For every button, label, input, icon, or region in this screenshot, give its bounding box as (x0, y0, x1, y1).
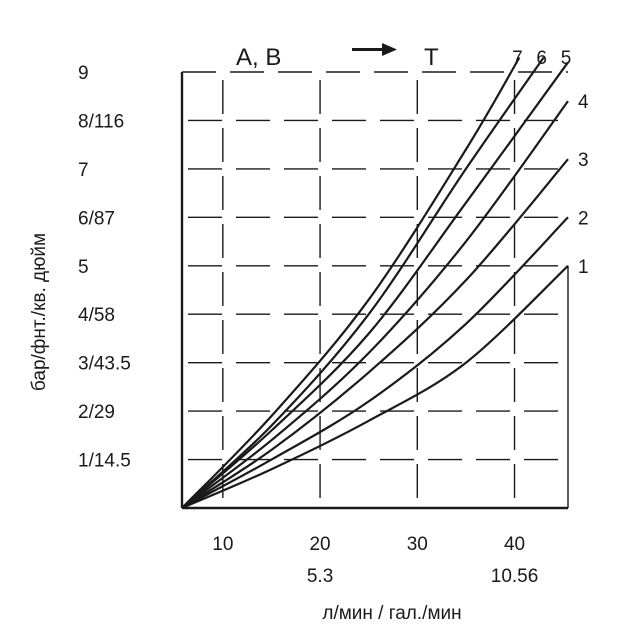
series-label-5: 5 (561, 48, 572, 69)
y-tick-label: 4/58 (78, 305, 115, 326)
x-tick-label: 20 (309, 534, 330, 555)
x-tick-label: 40 (504, 534, 525, 555)
series-label-4: 4 (578, 92, 589, 113)
series-lines (181, 56, 569, 510)
flow-from-label: A, B (236, 44, 281, 71)
x-tick-label: 30 (407, 534, 428, 555)
y-axis-label: бар/фнт./кв. дюйм (29, 233, 50, 391)
series-line-4 (181, 100, 569, 509)
series-label-7: 7 (512, 48, 523, 69)
series-label-1: 1 (578, 257, 589, 278)
series-labels: 1 2 3 4 567 (512, 48, 589, 278)
series-label-2: 2 (578, 208, 589, 229)
x-secondary-tick-label: 5.3 (307, 566, 333, 587)
y-tick-label: 7 (78, 160, 89, 181)
x-tick-label: 10 (212, 534, 233, 555)
series-label-6: 6 (536, 48, 547, 69)
y-tick-labels: 1/14.5 2/29 3/43.5 4/58 5 6/87 7 8/116 9 (78, 63, 131, 472)
y-tick-label: 8/116 (78, 111, 124, 132)
series-label-3: 3 (578, 150, 589, 171)
series-line-2 (181, 216, 569, 509)
x-axis-label: л/мин / гал./мин (322, 603, 461, 624)
flow-direction: A, B T (236, 43, 439, 71)
x-secondary-tick-label: 10.56 (491, 566, 539, 587)
series-line-5 (181, 61, 569, 509)
y-tick-label: 2/29 (78, 402, 115, 423)
series-line-7 (181, 56, 521, 509)
y-tick-label: 9 (78, 63, 89, 84)
x-secondary-tick-labels: 5.3 10.56 (307, 566, 538, 587)
y-tick-label: 6/87 (78, 208, 115, 229)
flow-to-label: T (424, 44, 439, 71)
x-tick-labels: 10 20 30 40 (212, 534, 525, 555)
axis-frame (180, 71, 569, 510)
series-line-1 (181, 265, 569, 510)
y-tick-label: 5 (78, 257, 89, 278)
right-arrow-icon (352, 43, 397, 56)
series-line-3 (181, 158, 569, 509)
y-tick-label: 1/14.5 (78, 451, 131, 472)
y-tick-label: 3/43.5 (78, 354, 131, 375)
series-line-6 (181, 56, 545, 509)
